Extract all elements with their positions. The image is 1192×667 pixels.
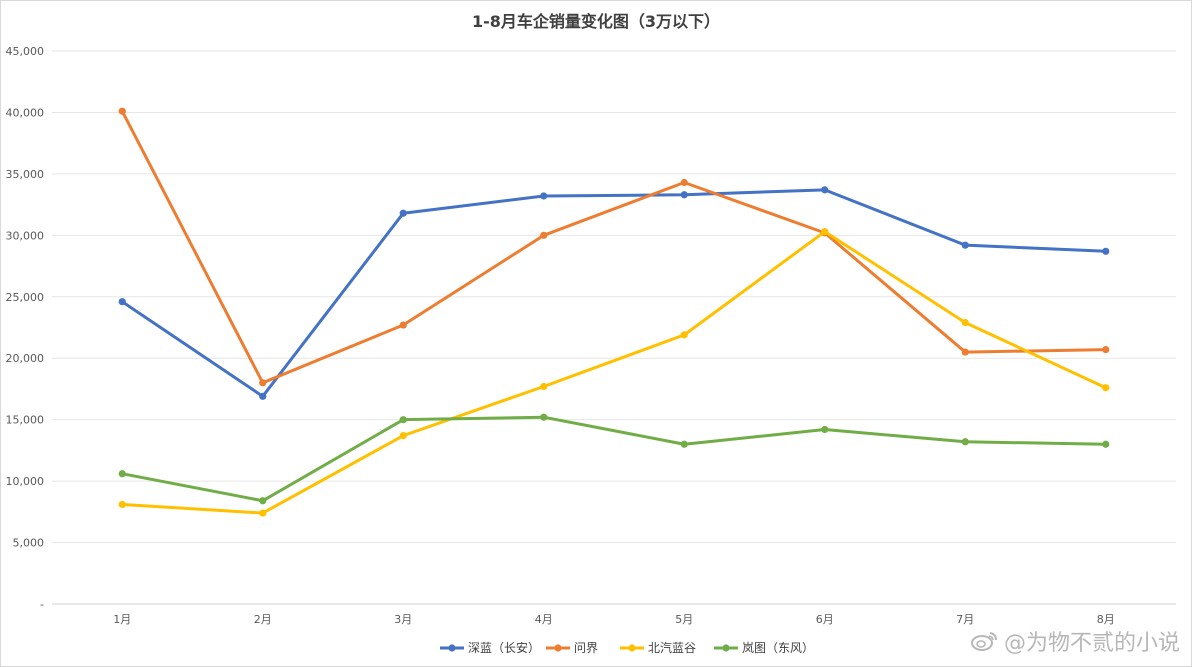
data-point <box>540 413 548 421</box>
data-point <box>399 321 407 329</box>
y-tick-label: 20,000 <box>6 352 45 365</box>
series-1 <box>118 186 1110 400</box>
legend-item: 北汽蓝谷 <box>620 640 696 655</box>
data-point <box>961 438 969 446</box>
legend-item: 深蓝（长安） <box>440 640 540 655</box>
legend-swatch-marker <box>628 644 636 652</box>
legend-label: 北汽蓝谷 <box>648 640 696 655</box>
data-point <box>259 497 267 505</box>
weibo-icon <box>970 632 997 651</box>
data-point <box>680 191 688 199</box>
x-tick-label: 7月 <box>956 613 974 626</box>
data-point <box>118 470 126 478</box>
series-line <box>120 415 1108 503</box>
series-lines <box>118 107 1110 517</box>
series-line <box>120 188 1108 398</box>
data-point <box>680 178 688 187</box>
data-point <box>259 509 267 517</box>
data-point <box>680 440 688 448</box>
data-point <box>540 192 548 200</box>
watermark: @为物不贰的小说 <box>970 625 1180 657</box>
data-point <box>259 392 267 400</box>
x-tick-label: 1月 <box>113 613 131 626</box>
data-point <box>961 318 969 327</box>
y-axis-ticks: - 5,000 10,000 15,000 20,000 25,000 30,000 35,0… <box>6 45 45 611</box>
chart-title: 1-8月车企销量变化图（3万以下） <box>472 12 720 31</box>
data-point <box>118 107 126 115</box>
data-point <box>821 186 829 194</box>
legend-item: 问界 <box>546 641 598 655</box>
data-point <box>399 432 407 440</box>
y-tick-label: 5,000 <box>13 537 45 550</box>
legend-item: 岚图（东风） <box>714 641 814 655</box>
data-point <box>1102 346 1110 354</box>
data-point <box>259 379 267 387</box>
data-point <box>540 382 548 391</box>
data-point <box>540 231 548 239</box>
data-point <box>961 241 969 249</box>
legend-swatch-marker <box>554 644 562 652</box>
x-tick-label: 4月 <box>535 613 553 626</box>
y-tick-label: 40,000 <box>6 106 45 119</box>
y-tick-label: 30,000 <box>6 229 45 242</box>
legend-label: 岚图（东风） <box>742 641 814 655</box>
legend-swatch-marker <box>448 644 456 652</box>
data-point <box>961 348 969 356</box>
series-line <box>120 230 1108 515</box>
data-point <box>399 416 407 424</box>
data-point <box>821 425 829 434</box>
series-4 <box>118 413 1110 505</box>
series-3 <box>118 228 1110 517</box>
x-tick-label: 2月 <box>254 613 272 626</box>
y-tick-label: - <box>40 598 44 611</box>
data-point <box>680 331 688 339</box>
gridlines <box>52 50 1176 605</box>
y-tick-label: 25,000 <box>6 291 45 304</box>
watermark-text: @为物不贰的小说 <box>1003 631 1180 656</box>
data-point <box>821 228 829 236</box>
legend-label: 深蓝（长安） <box>468 640 540 655</box>
y-tick-label: 35,000 <box>6 168 45 181</box>
x-tick-label: 5月 <box>675 613 693 626</box>
y-tick-label: 15,000 <box>6 414 45 427</box>
series-2 <box>118 107 1110 387</box>
legend: 深蓝（长安） 问界 北汽蓝谷 岚图（东风） <box>440 640 814 655</box>
y-tick-label: 45,000 <box>6 45 45 58</box>
data-point <box>1102 384 1110 392</box>
y-tick-label: 10,000 <box>6 475 45 488</box>
legend-swatch-marker <box>722 644 730 652</box>
data-point <box>118 298 126 306</box>
x-tick-label: 6月 <box>816 613 834 626</box>
x-axis-ticks: 1月 2月 3月 4月 5月 6月 7月 8月 <box>113 613 1115 626</box>
legend-label: 问界 <box>574 641 598 655</box>
x-tick-label: 8月 <box>1097 613 1115 626</box>
data-point <box>399 209 407 217</box>
data-point <box>118 500 126 509</box>
data-point <box>1102 247 1110 255</box>
data-point <box>1102 440 1110 448</box>
x-tick-label: 3月 <box>394 613 412 626</box>
series-line <box>120 109 1108 385</box>
